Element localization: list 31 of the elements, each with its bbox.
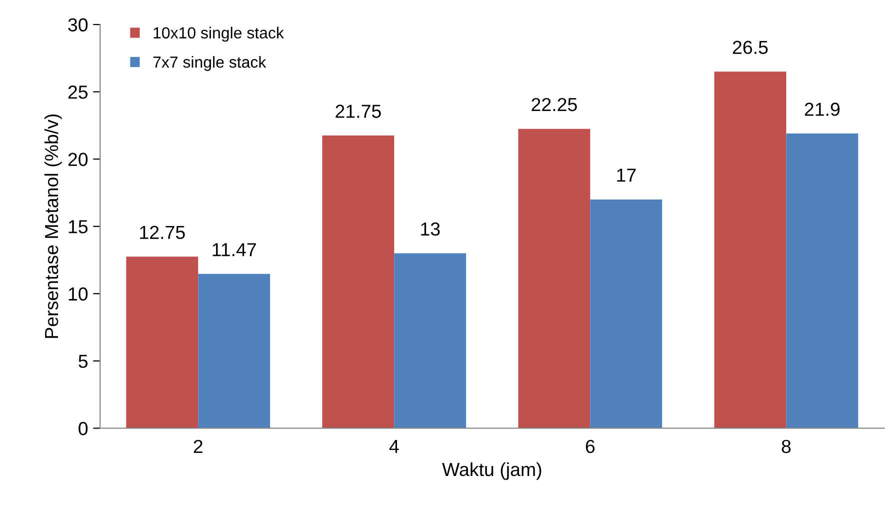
legend-label: 7x7 single stack xyxy=(153,56,266,71)
x-tick-label: 8 xyxy=(782,440,791,454)
y-tick-label: 10 xyxy=(68,287,88,301)
bar xyxy=(714,72,786,428)
y-tick-label: 0 xyxy=(78,422,88,436)
data-label: 22.25 xyxy=(532,98,577,112)
bar xyxy=(786,134,858,428)
y-tick-label: 20 xyxy=(68,152,88,166)
data-label: 21.9 xyxy=(804,102,840,116)
data-label: 17 xyxy=(617,168,636,182)
bar xyxy=(394,253,466,428)
data-label: 13 xyxy=(421,222,440,236)
bar xyxy=(198,274,270,428)
bar xyxy=(590,199,662,428)
data-label: 26.5 xyxy=(732,40,768,54)
y-tick-label: 25 xyxy=(68,86,88,99)
x-tick-label: 2 xyxy=(194,440,202,453)
data-label: 12.75 xyxy=(140,226,185,240)
y-axis-title: Persentase Metanol (%b/v) xyxy=(44,114,62,338)
x-tick-label: 4 xyxy=(389,440,399,453)
bar xyxy=(518,128,590,428)
data-label: 21.75 xyxy=(336,104,381,118)
x-axis-title: Waktu (jam) xyxy=(442,462,542,480)
x-tick-label: 6 xyxy=(586,440,595,454)
bar xyxy=(322,136,394,428)
bar xyxy=(126,256,198,428)
legend-label: 10x10 single stack xyxy=(154,26,284,42)
y-tick-label: 15 xyxy=(68,220,88,234)
data-label: 11.47 xyxy=(212,243,256,256)
y-tick-label: 5 xyxy=(78,354,88,368)
y-tick-label: 30 xyxy=(68,18,88,32)
